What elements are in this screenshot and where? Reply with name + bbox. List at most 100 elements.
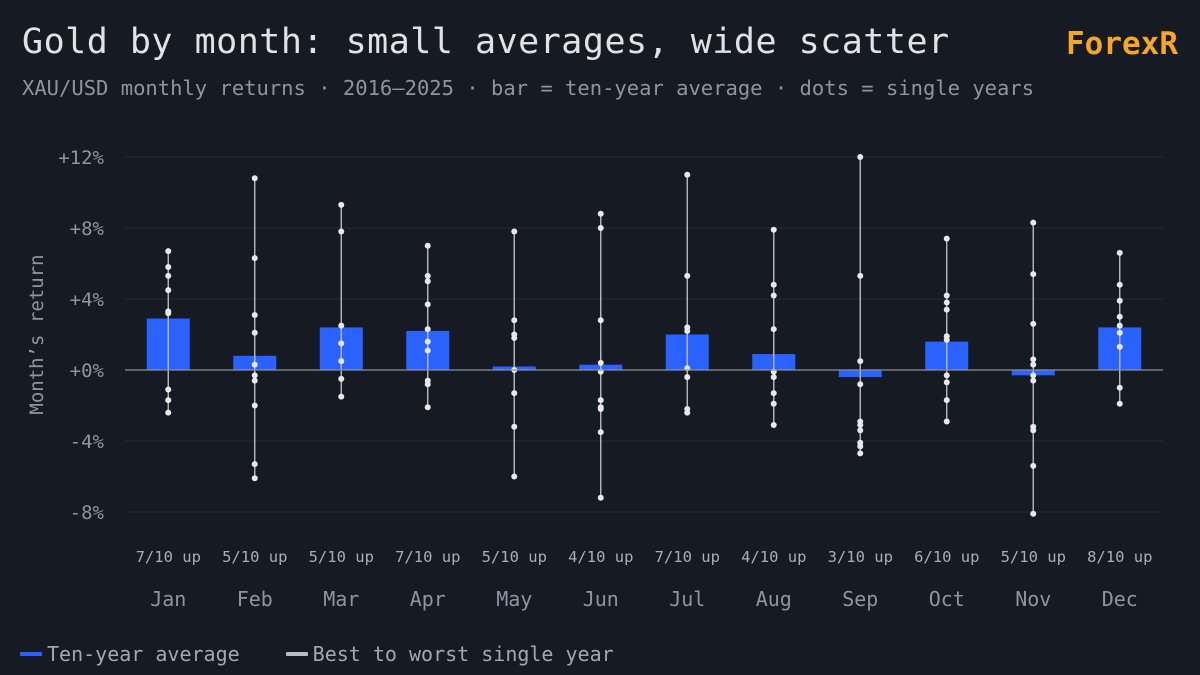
chart-subtitle: XAU/USD monthly returns · 2016–2025 · ba…: [22, 76, 1035, 100]
up-count-label: 5/10 up: [309, 548, 374, 566]
data-point: [251, 311, 258, 318]
up-count-label: 5/10 up: [222, 548, 287, 566]
x-tick-label: Oct: [929, 587, 965, 611]
data-point: [1030, 462, 1037, 469]
data-point: [597, 494, 604, 501]
data-point: [424, 347, 431, 354]
data-point: [943, 418, 950, 425]
data-point: [943, 397, 950, 404]
data-point: [943, 299, 950, 306]
data-point: [857, 272, 864, 279]
chart: -8% -4% +0% +4% +8% +12% Month’s return 7/10 up…: [26, 147, 1163, 611]
data-point: [338, 340, 345, 347]
data-point: [511, 423, 518, 430]
data-point: [511, 390, 518, 397]
data-point: [857, 427, 864, 434]
data-point: [857, 450, 864, 457]
data-point: [511, 335, 518, 342]
up-count-label: 4/10 up: [741, 548, 806, 566]
up-count-label: 8/10 up: [1087, 548, 1152, 566]
y-tick-label: -8%: [70, 502, 105, 524]
y-tick-label: +0%: [70, 360, 105, 382]
data-point: [1116, 322, 1123, 329]
data-point: [684, 374, 691, 381]
legend-label-average: Ten-year average: [47, 642, 240, 666]
data-point: [424, 338, 431, 345]
data-point: [251, 255, 258, 262]
brand-logo: ForexR: [1066, 26, 1178, 62]
data-point: [770, 292, 777, 299]
up-count-label: 3/10 up: [828, 548, 893, 566]
data-point: [165, 409, 172, 416]
data-point: [943, 292, 950, 299]
up-count-label: 7/10 up: [395, 548, 460, 566]
data-point: [1030, 427, 1037, 434]
data-point: [857, 443, 864, 450]
data-point: [597, 317, 604, 324]
data-point: [770, 400, 777, 407]
data-point: [943, 235, 950, 242]
data-point: [338, 375, 345, 382]
data-point: [684, 409, 691, 416]
legend-swatch-range: [285, 652, 308, 656]
up-count-label: 4/10 up: [568, 548, 633, 566]
legend-item-average: Ten-year average: [20, 642, 240, 666]
data-point: [338, 201, 345, 208]
data-point: [511, 473, 518, 480]
data-point: [1116, 384, 1123, 391]
data-point: [1030, 356, 1037, 363]
data-point: [1116, 281, 1123, 288]
data-point: [424, 301, 431, 308]
data-point: [251, 175, 258, 182]
data-point: [165, 272, 172, 279]
data-point: [1116, 329, 1123, 336]
data-point: [597, 225, 604, 231]
y-tick-label: -4%: [70, 431, 105, 453]
up-count-label: 5/10 up: [482, 548, 547, 566]
data-point: [1030, 510, 1037, 517]
data-point: [165, 386, 172, 393]
data-point: [1030, 271, 1037, 278]
data-point: [251, 461, 258, 468]
data-point: [424, 272, 431, 279]
data-point: [770, 374, 777, 381]
data-point: [1116, 343, 1123, 350]
data-point: [165, 310, 172, 317]
data-point: [684, 327, 691, 334]
data-point: [1116, 297, 1123, 304]
data-point: [424, 381, 431, 388]
data-point: [165, 264, 172, 271]
data-point: [943, 306, 950, 313]
data-point: [424, 242, 431, 249]
data-point: [857, 422, 864, 429]
data-point: [1030, 219, 1037, 226]
y-tick-label: +12%: [58, 147, 104, 169]
data-point: [251, 329, 258, 336]
data-point: [165, 287, 172, 294]
data-point: [338, 393, 345, 400]
data-point: [338, 228, 345, 235]
data-point: [684, 171, 691, 178]
data-point: [165, 248, 172, 255]
data-point: [1116, 249, 1123, 256]
x-tick-label: Feb: [237, 587, 273, 611]
data-point: [338, 322, 345, 329]
data-point: [684, 272, 691, 279]
legend: Ten-year average Best to worst single ye…: [20, 642, 660, 666]
data-point: [165, 397, 172, 404]
up-count-label: 7/10 up: [655, 548, 720, 566]
data-point: [770, 390, 777, 397]
data-point: [338, 358, 345, 365]
x-tick-label: Dec: [1102, 587, 1138, 611]
data-point: [1030, 377, 1037, 384]
data-point: [1030, 372, 1037, 379]
data-point: [943, 336, 950, 343]
data-point: [597, 210, 604, 217]
data-point: [943, 372, 950, 379]
up-count-label: 5/10 up: [1001, 548, 1066, 566]
legend-swatch-average: [20, 652, 42, 656]
chart-title: Gold by month: small averages, wide scat…: [22, 22, 950, 62]
y-tick-label: +4%: [70, 289, 105, 311]
data-point: [597, 406, 604, 413]
data-point: [770, 422, 777, 429]
